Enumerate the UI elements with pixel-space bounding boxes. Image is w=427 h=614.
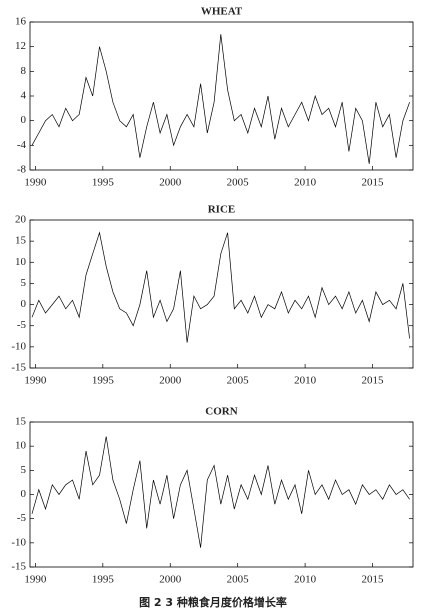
y-tick-label: 0 (21, 114, 27, 126)
y-tick-label: -5 (17, 512, 27, 524)
x-tick-label: 2005 (227, 177, 250, 189)
y-tick-label: -15 (11, 362, 26, 374)
y-tick-label: 5 (21, 277, 27, 289)
series-line (31, 34, 410, 164)
x-tick-label: 1990 (24, 574, 47, 586)
y-tick-label: -10 (11, 340, 26, 352)
y-tick-label: 20 (15, 214, 27, 226)
x-tick-label: 2000 (159, 574, 182, 586)
y-tick-label: -4 (17, 139, 27, 151)
y-tick-label: -15 (11, 561, 26, 573)
chart-title: RICE (208, 204, 236, 216)
series-line (31, 436, 410, 548)
y-tick-label: -10 (11, 536, 26, 548)
y-tick-label: 15 (15, 235, 27, 247)
plot-frame (29, 421, 414, 568)
x-tick-label: 2015 (362, 177, 385, 189)
plot-frame (29, 21, 414, 171)
x-tick-label: 1990 (24, 177, 47, 189)
x-tick-label: 1990 (24, 375, 47, 387)
x-tick-label: 2000 (159, 375, 182, 387)
series-line (31, 231, 410, 343)
y-tick-label: 0 (21, 298, 27, 310)
y-tick-label: 5 (21, 464, 27, 476)
x-tick-label: 2015 (362, 574, 385, 586)
chart-title: CORN (205, 406, 237, 418)
x-tick-label: 1995 (92, 177, 115, 189)
y-tick-label: 15 (15, 416, 27, 428)
y-tick-label: 16 (15, 16, 27, 28)
chart-title: WHEAT (201, 6, 243, 18)
x-tick-label: 2010 (294, 375, 317, 387)
y-tick-label: 10 (15, 256, 27, 268)
x-tick-label: 2000 (159, 177, 182, 189)
y-tick-label: 12 (15, 40, 26, 52)
x-tick-label: 2015 (362, 375, 385, 387)
y-tick-label: -8 (17, 164, 27, 176)
x-tick-label: 2005 (227, 375, 250, 387)
y-tick-label: 8 (21, 65, 27, 77)
x-tick-label: 2010 (294, 574, 317, 586)
x-tick-label: 2010 (294, 177, 317, 189)
x-tick-label: 1995 (92, 574, 115, 586)
y-tick-label: 4 (21, 90, 27, 102)
y-tick-label: -5 (17, 319, 27, 331)
caption: 图 2 3 种粮食月度价格增长率 (139, 595, 287, 609)
x-tick-label: 2005 (227, 574, 250, 586)
plot-frame (29, 219, 414, 369)
x-tick-label: 1995 (92, 375, 115, 387)
y-tick-label: 0 (21, 488, 27, 500)
y-tick-label: 10 (15, 440, 27, 452)
